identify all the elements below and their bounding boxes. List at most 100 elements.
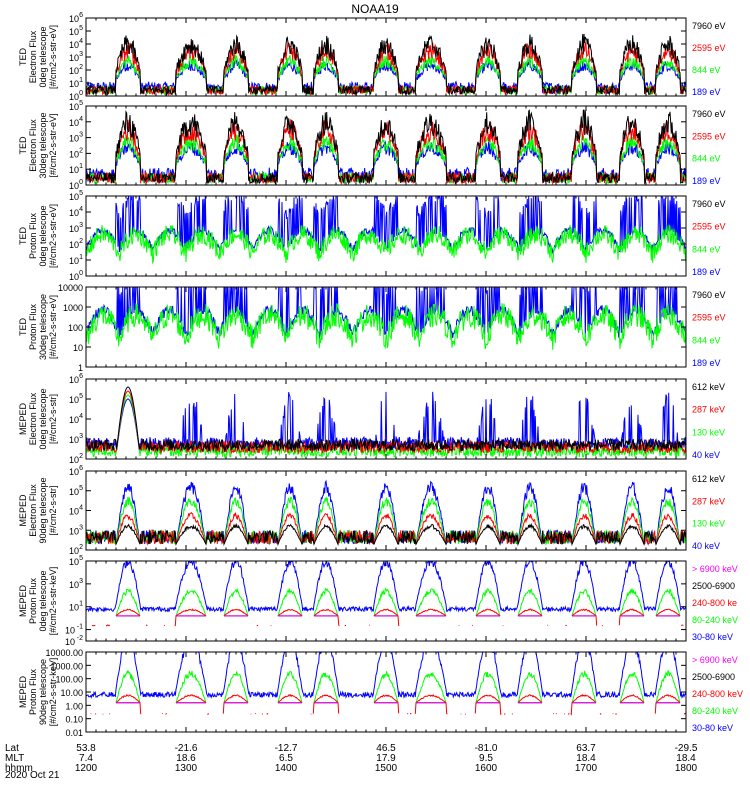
- x-tick-label: 1300: [175, 763, 198, 774]
- x-tick-label: 1500: [375, 763, 398, 774]
- panel-1-data: [86, 33, 686, 96]
- legend-entry: 7960 eV: [692, 199, 726, 209]
- y-tick-label: 1000: [63, 303, 83, 313]
- y-axis-label-line: MEPED: [18, 676, 28, 709]
- legend-entry: 2595 eV: [692, 313, 726, 323]
- y-tick-exponent: 3: [79, 51, 83, 58]
- y-axis-label-line: Proton Flux: [28, 212, 38, 259]
- x-tick-label: 1200: [75, 763, 98, 774]
- legend-entry: 2500-6900: [692, 581, 735, 591]
- y-tick-exponent: 4: [79, 38, 83, 45]
- y-tick-label: 10: [69, 580, 79, 590]
- y-tick-label: 10: [69, 224, 79, 234]
- y-tick-label: 10: [69, 27, 79, 37]
- y-tick-label: 10: [69, 375, 79, 385]
- y-tick-exponent: 3: [79, 578, 83, 585]
- y-tick-exponent: 0: [79, 270, 83, 277]
- legend-entry: 30-80 keV: [692, 723, 733, 733]
- y-tick-label: 10: [69, 14, 79, 24]
- y-tick-exponent: 1: [79, 254, 83, 261]
- panel-2-data: [86, 109, 686, 185]
- y-axis-label-line: 0deg telescope: [38, 388, 48, 449]
- series-black: [86, 33, 686, 96]
- y-axis-label-line: [#/cm2-s-str-eV]: [48, 25, 58, 89]
- y-tick-exponent: 5: [79, 190, 83, 197]
- y-axis-label-line: 90deg telescope: [38, 659, 48, 725]
- y-tick-exponent: 2: [79, 544, 83, 551]
- y-tick-label: 100: [68, 323, 83, 333]
- y-axis-label-line: [#/cm2-s-str-keV]: [48, 567, 58, 636]
- chart-title: NOAA19: [351, 2, 399, 16]
- y-tick-label: 10: [69, 102, 79, 112]
- panel-1-ylabel: TED Electron Flux 0deg telescope [#/cm2-s-s…: [18, 25, 58, 89]
- panel-7-ylabel: MEPED Proton Flux 0deg telescope [#/cm2-s-s…: [18, 567, 58, 636]
- y-axis-label-line: [#/cm2-s-str-keV]: [48, 658, 58, 727]
- panel-8: 0.010.101.0010.00100.001000.0010000.00ME…: [18, 648, 743, 738]
- y-tick-exponent: 1: [79, 601, 83, 608]
- x-tick-label: -81.0: [475, 743, 498, 754]
- y-tick-exponent: 2: [79, 64, 83, 71]
- y-axis-label-line: [#/cm2-s-str-eV]: [48, 295, 58, 359]
- legend-entry: 844 eV: [692, 335, 721, 345]
- series-blue: [86, 561, 686, 613]
- y-axis-label-line: Electron Flux: [28, 484, 38, 537]
- y-tick-label: 10: [69, 546, 79, 556]
- y-tick-label: 10: [69, 149, 79, 159]
- legend-entry: 240-800 ke: [692, 598, 737, 608]
- y-tick-label: 10: [69, 603, 79, 613]
- panel-8-ylabel: MEPED Proton Flux 90deg telescope [#/cm2-s-…: [18, 658, 58, 727]
- y-tick-label: 10: [69, 507, 79, 517]
- y-tick-label: 10000.00: [45, 648, 83, 658]
- y-tick-exponent: -1: [77, 624, 83, 631]
- series-green: [86, 303, 686, 350]
- x-tick-label: 1800: [675, 763, 698, 774]
- legend-entry: 30-80 keV: [692, 632, 733, 642]
- legend-entry: 130 keV: [692, 519, 725, 529]
- y-tick-label: 10: [69, 240, 79, 250]
- x-tick-label: 17.9: [376, 753, 396, 764]
- y-tick-exponent: 5: [79, 100, 83, 107]
- legend-entry: > 6900 keV: [692, 655, 738, 665]
- y-tick-label: 10: [69, 79, 79, 89]
- y-tick-label: 10: [69, 455, 79, 465]
- y-tick-label: 0.10: [65, 715, 83, 725]
- legend-entry: 612 keV: [692, 474, 725, 484]
- y-tick-label: 10: [69, 66, 79, 76]
- y-tick-exponent: 4: [79, 116, 83, 123]
- x-row-label: MLT: [5, 753, 24, 764]
- x-tick-label: 7.4: [79, 753, 93, 764]
- y-tick-exponent: -2: [77, 635, 83, 642]
- y-tick-exponent: 1: [79, 77, 83, 84]
- legend-entry: 7960 eV: [692, 290, 726, 300]
- y-tick-exponent: 5: [79, 555, 83, 562]
- panel-3-data: [86, 196, 686, 265]
- y-axis-label-line: 90deg telescope: [38, 477, 48, 543]
- legend-entry: 240-800 keV: [692, 689, 743, 699]
- y-axis-label-line: TED: [18, 47, 28, 66]
- y-axis-label-line: 30deg telescope: [38, 112, 48, 178]
- y-axis-label-line: [#/cm2-s-str]: [48, 394, 58, 444]
- panel-7-frame: [85, 560, 687, 642]
- y-axis-label-line: Electron Flux: [28, 119, 38, 172]
- panel-3-ylabel: TED Proton Flux 0deg telescope [#/cm2-s-str…: [18, 204, 58, 268]
- y-tick-exponent: 0: [79, 90, 83, 97]
- series-red: [90, 693, 686, 716]
- legend-entry: 80-240 keV: [692, 706, 738, 716]
- series-blue: [86, 287, 686, 339]
- y-tick-exponent: 6: [79, 12, 83, 19]
- legend-entry: 612 keV: [692, 382, 725, 392]
- legend-entry: 2500-6900: [692, 672, 735, 682]
- y-tick-label: 10.00: [60, 688, 83, 698]
- panel-4-data: [86, 287, 686, 350]
- y-axis-label-line: 30deg telescope: [38, 294, 48, 360]
- y-tick-label: 10: [69, 53, 79, 63]
- series-green: [86, 224, 686, 265]
- legend-entry: 7960 eV: [692, 21, 726, 31]
- y-tick-label: 0.01: [65, 728, 83, 738]
